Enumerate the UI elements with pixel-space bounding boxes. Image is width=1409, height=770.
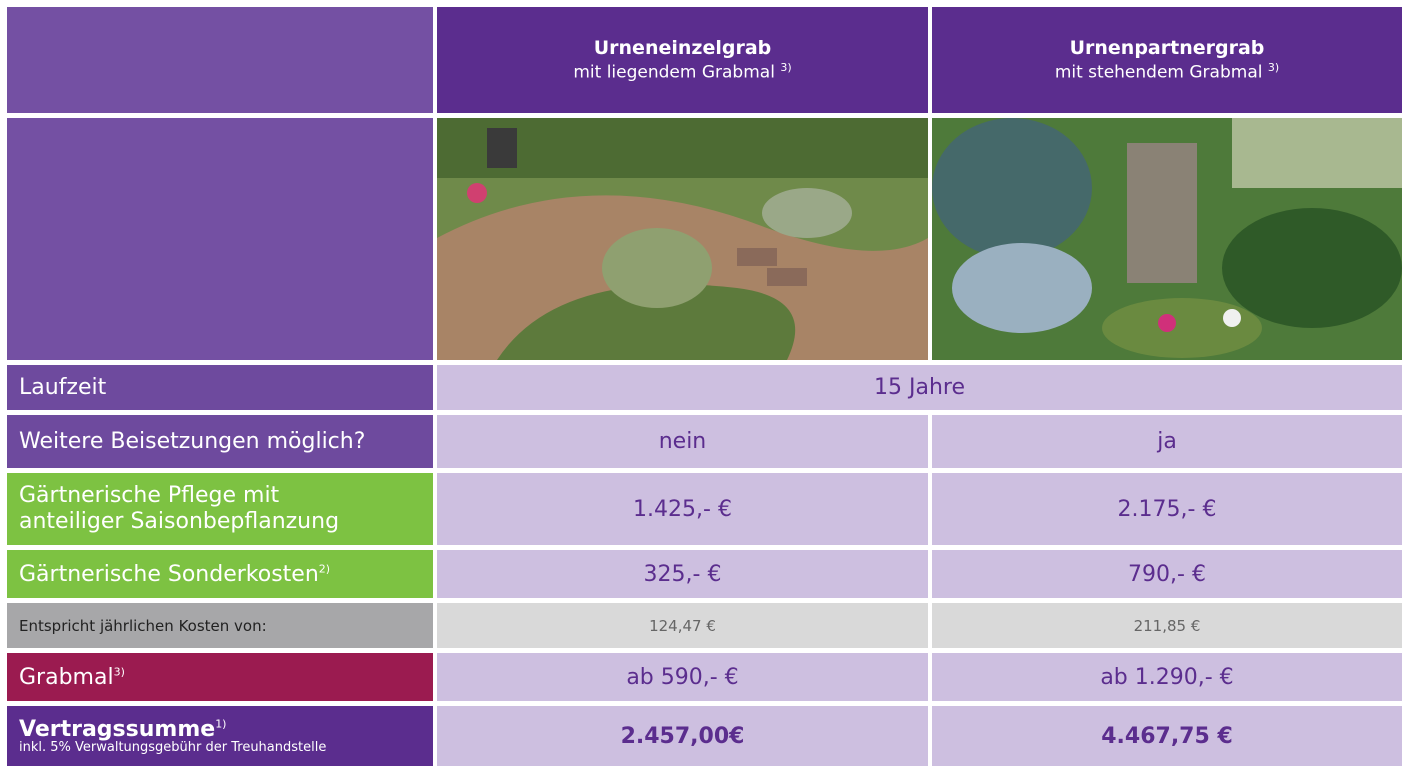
label-subtext: inkl. 5% Verwaltungsgebühr der Treuhands… (19, 740, 433, 755)
row-label: Grabmal3) (7, 653, 433, 701)
footnote: 3) (780, 61, 791, 74)
row-label: Vertragssumme1) inkl. 5% Verwaltungsgebü… (7, 706, 433, 766)
cell-value: ab 590,- € (437, 653, 928, 701)
column-header: Urnenpartnergrab mit stehendem Grabmal 3… (932, 7, 1402, 113)
cell-value: 2.175,- € (932, 473, 1402, 545)
cell-value: 124,47 € (437, 603, 928, 648)
column-subtitle: mit stehendem Grabmal 3) (1055, 61, 1279, 83)
row-label: Entspricht jährlichen Kosten von: (7, 603, 433, 648)
subtitle-text: mit stehendem Grabmal (1055, 63, 1263, 83)
cell-value: nein (437, 415, 928, 468)
column-subtitle: mit liegendem Grabmal 3) (573, 61, 791, 83)
footnote: 3) (114, 665, 125, 678)
column-title: Urnenpartnergrab (1070, 37, 1265, 59)
cell-value: 325,- € (437, 550, 928, 598)
corner-cell (7, 7, 433, 113)
row-label: Laufzeit (7, 365, 433, 410)
label-text: Gärtnerische Pflege mit anteiliger Saiso… (19, 483, 349, 535)
label-main: Grabmal (19, 665, 114, 690)
cell-value: 4.467,75 € (932, 706, 1402, 766)
row-label: Gärtnerische Sonderkosten2) (7, 550, 433, 598)
column-title: Urneneinzelgrab (594, 37, 772, 59)
column-header: Urneneinzelgrab mit liegendem Grabmal 3) (437, 7, 928, 113)
label-main: Gärtnerische Sonderkosten (19, 562, 319, 587)
cell-value: ab 1.290,- € (932, 653, 1402, 701)
label-text: Grabmal3) (19, 665, 433, 690)
cell-value: 2.457,00€ (437, 706, 928, 766)
cell-value: ja (932, 415, 1402, 468)
photo (437, 118, 928, 360)
label-main: Vertragssumme (19, 717, 215, 742)
photo (932, 118, 1402, 360)
subtitle-text: mit liegendem Grabmal (573, 63, 775, 83)
label-text: Vertragssumme1) (19, 717, 433, 742)
label-text: Gärtnerische Sonderkosten2) (19, 562, 433, 587)
image-label-cell (7, 118, 433, 360)
cell-value: 211,85 € (932, 603, 1402, 648)
footnote: 3) (1268, 61, 1279, 74)
row-label: Gärtnerische Pflege mit anteiliger Saiso… (7, 473, 433, 545)
row-label: Weitere Beisetzungen möglich? (7, 415, 433, 468)
merged-value: 15 Jahre (437, 365, 1402, 410)
page: Urneneinzelgrab mit liegendem Grabmal 3)… (0, 0, 1409, 770)
footnote: 2) (319, 562, 330, 575)
footnote: 1) (215, 718, 226, 731)
cell-value: 790,- € (932, 550, 1402, 598)
cell-value: 1.425,- € (437, 473, 928, 545)
